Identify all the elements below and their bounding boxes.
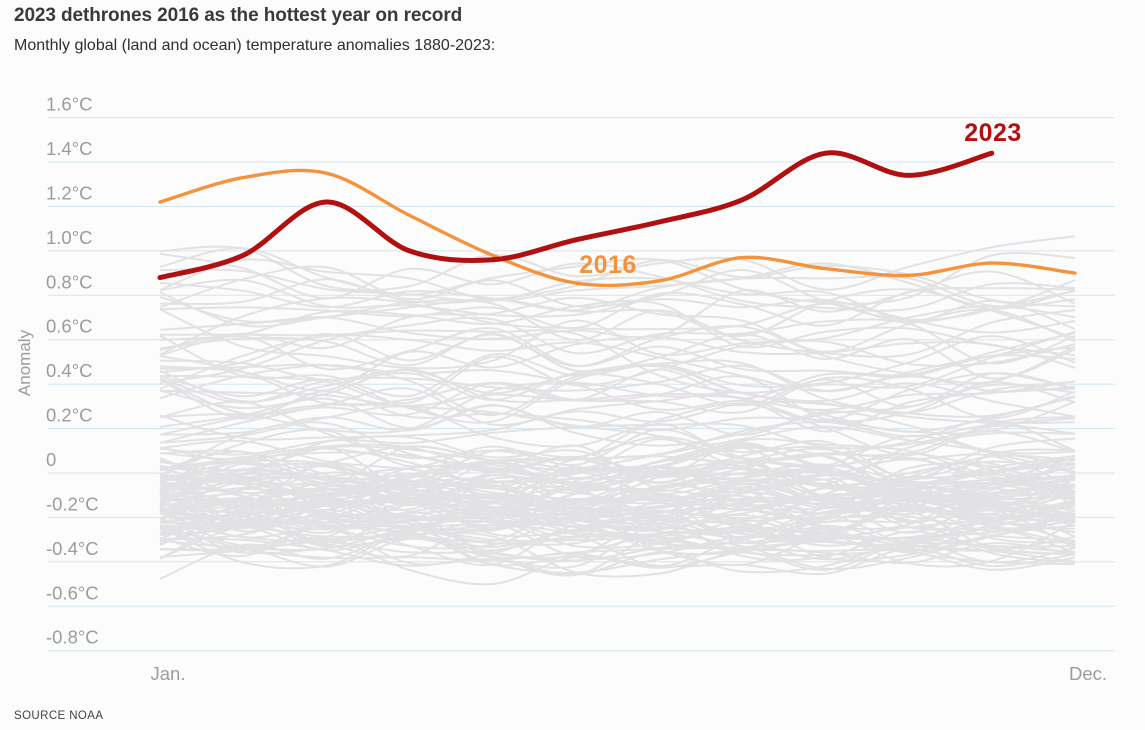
background-year-line [159,496,1076,541]
background-year-line [159,523,1076,580]
background-year-line [159,453,1076,526]
background-year-line [159,525,1076,578]
background-year-line [159,435,1076,500]
y-tick-label: -0.6°C [46,582,99,603]
y-tick-label: 1.4°C [46,138,92,159]
background-year-line [159,403,1076,461]
background-year-line [159,503,1076,561]
chart-subtitle: Monthly global (land and ocean) temperat… [14,37,496,54]
background-year-line [159,270,1076,340]
y-tick-label: 1.6°C [46,94,92,115]
x-tick-label-dec: Dec. [1069,663,1107,684]
background-year-line [159,265,1076,322]
background-year-line [159,512,1076,571]
background-year-line [159,446,1076,508]
y-tick-label: 0.4°C [46,360,92,381]
y-tick-label: 0.6°C [46,316,92,337]
background-year-line [159,402,1076,457]
background-year-line [159,332,1076,380]
background-year-line [159,247,1076,305]
background-year-line [159,471,1076,532]
background-year-line [159,491,1076,524]
background-year-line [159,400,1076,462]
axis-text-layer: 1.6°C 1.4°C 1.2°C 1.0°C 0.8°C 0.6°C 0.4°C 0.2°C… [15,94,1107,684]
background-year-line [159,518,1076,571]
series-line-2016 [158,168,1077,288]
background-year-line [159,368,1076,422]
y-tick-label: 0.8°C [46,271,92,292]
series-label-2016: 2016 [579,251,637,279]
series-line-2023 [157,150,995,281]
background-year-line [159,425,1076,483]
background-year-line [159,275,1076,312]
highlight-series-layer [157,150,1077,288]
background-year-line [159,339,1076,405]
background-year-line [159,258,1076,310]
background-year-line [159,387,1076,444]
background-year-line [159,268,1076,323]
y-axis-label: Anomaly [15,329,34,396]
background-year-line [159,327,1076,377]
background-year-line [159,334,1076,393]
background-year-line [159,443,1076,516]
y-tick-label: 1.0°C [46,227,92,248]
background-years-layer [159,235,1076,586]
background-year-line [159,316,1076,385]
background-year-line [159,325,1076,385]
chart-title: 2023 dethrones 2016 as the hottest year … [14,5,463,26]
y-tick-label: -0.2°C [46,493,99,514]
y-tick-label: 1.2°C [46,183,92,204]
background-year-line [159,435,1076,487]
y-tick-label: 0 [46,449,56,470]
background-year-line [159,404,1076,455]
series-label-2023: 2023 [964,119,1022,147]
background-year-line [159,381,1076,434]
background-year-line [159,421,1076,478]
y-tick-label: -0.4°C [46,538,99,559]
background-year-line [159,252,1076,312]
background-year-line [159,334,1076,398]
background-year-line [159,376,1076,420]
background-year-line [159,335,1076,392]
background-year-line [159,370,1076,408]
x-tick-label-jan: Jan. [151,663,186,684]
background-year-line [159,400,1076,441]
background-year-line [159,524,1076,565]
background-year-line [159,364,1076,404]
y-tick-label: -0.8°C [46,627,99,648]
background-year-line [159,431,1076,505]
y-tick-label: 0.2°C [46,405,92,426]
source-note: SOURCE NOAA [14,710,104,722]
background-year-line [159,460,1076,526]
background-year-line [159,288,1076,340]
background-year-line [159,235,1076,292]
